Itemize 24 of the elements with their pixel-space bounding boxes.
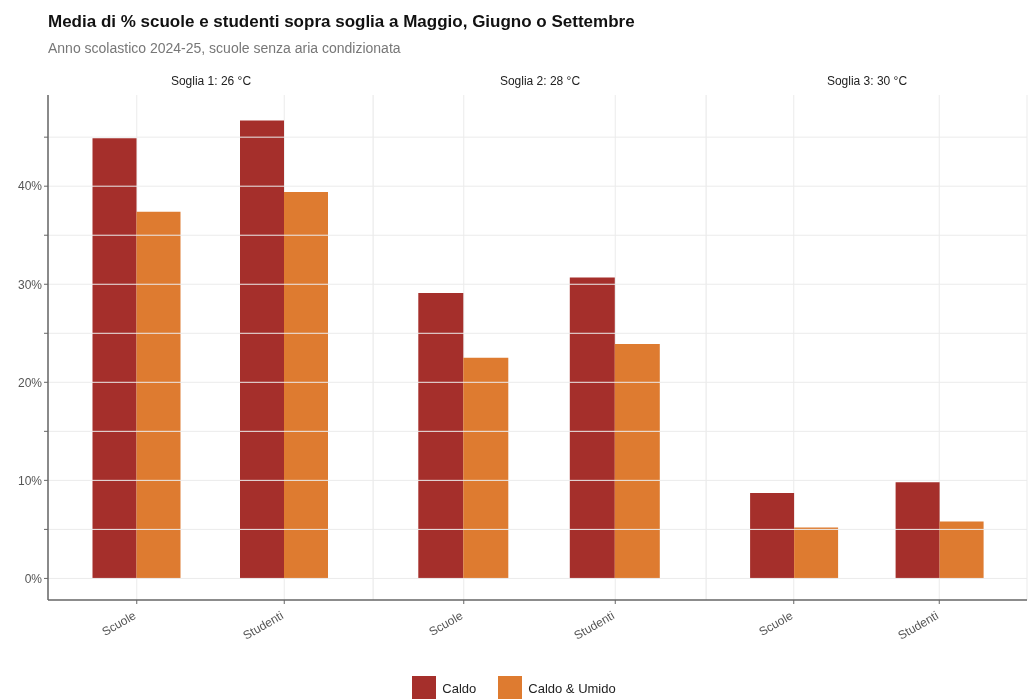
bar: [240, 120, 284, 579]
text: Soglia 1: 26 °C: [169, 74, 253, 88]
y-tick-label: 40%: [17, 179, 43, 194]
text: Soglia 2: 28 °C: [498, 74, 582, 88]
y-tick-label: 0%: [24, 571, 43, 586]
bar: [939, 521, 984, 579]
bar: [92, 138, 137, 579]
bar: [569, 277, 615, 579]
y-tick-label: 10%: [17, 473, 43, 488]
bar: [284, 192, 328, 579]
text: Soglia 3: 30 °C: [825, 74, 909, 88]
y-tick-label: 20%: [17, 375, 43, 390]
bar: [750, 493, 795, 579]
bar: [895, 482, 940, 579]
bar: [463, 357, 509, 579]
chart-title: Media di % scuole e studenti sopra soglia a Maggio, Giugno o Settembre: [48, 12, 635, 32]
chart-subtitle: Anno scolastico 2024-25, scuole senza aria condizionata: [48, 40, 401, 56]
bar: [418, 293, 464, 579]
legend-label: Caldo: [442, 680, 477, 696]
bar: [794, 527, 839, 579]
bar: [136, 211, 181, 579]
bar: [614, 344, 660, 579]
legend-label: Caldo & Umido: [528, 680, 616, 696]
y-tick-label: 30%: [17, 277, 43, 292]
